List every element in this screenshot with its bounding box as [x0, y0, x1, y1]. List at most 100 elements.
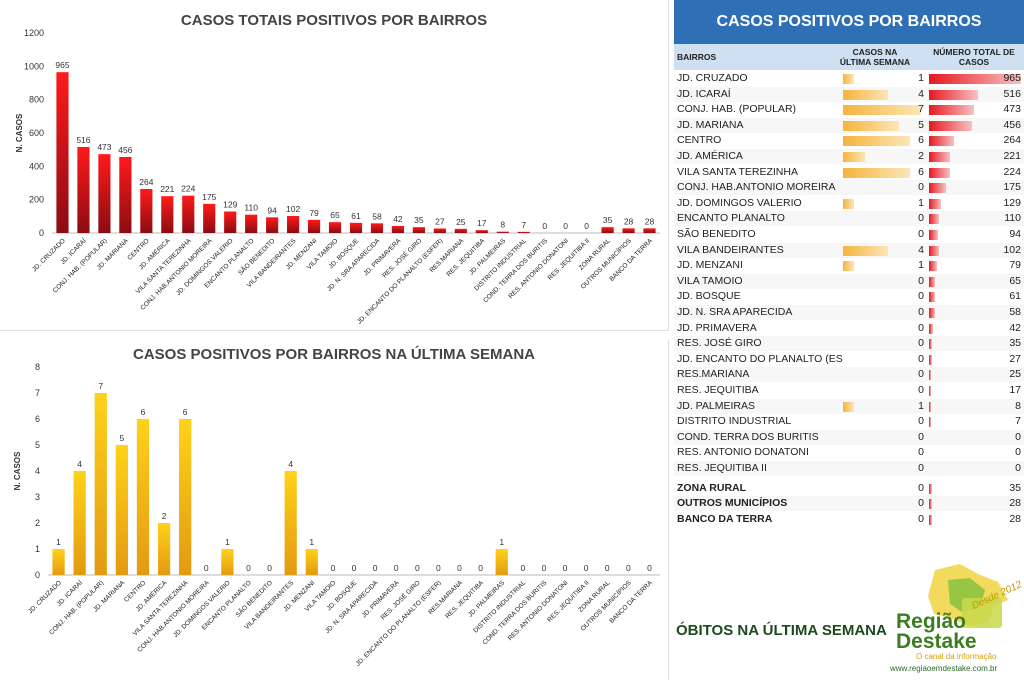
week-value: 0: [918, 337, 924, 350]
y-tick-label: 2: [35, 518, 40, 528]
total-bar: [929, 499, 932, 510]
y-tick-label: 3: [35, 492, 40, 502]
total-bar: [929, 245, 939, 256]
week-bar: [843, 136, 910, 147]
total-bar: [929, 136, 955, 147]
week-value: 0: [918, 306, 924, 318]
week-value: 1: [918, 196, 924, 209]
table-row: VILA TAMOIO 0 65: [674, 273, 1024, 289]
table-row: RES. JEQUITIBA 0 17: [674, 383, 1024, 398]
bar: [496, 231, 509, 233]
col-header-bairros: BAIRROS: [677, 52, 717, 62]
bar: [136, 419, 150, 575]
table-row: JD. PRIMAVERA 0 42: [674, 321, 1024, 336]
row-name: JD. MARIANA: [677, 118, 744, 131]
bar: [119, 157, 132, 233]
total-bar: [929, 167, 951, 178]
week-value: 0: [918, 321, 924, 334]
data-label: 1: [56, 537, 61, 547]
row-name: VILA TAMOIO: [677, 274, 743, 287]
row-name: JD. DOMINGOS VALERIO: [677, 196, 802, 209]
row-name: RES. JOSÉ GIRO: [677, 337, 762, 350]
bar: [224, 211, 237, 233]
total-value: 264: [1003, 134, 1021, 147]
data-label: 17: [477, 218, 487, 228]
week-bar: [843, 74, 855, 84]
data-label: 0: [584, 221, 589, 231]
week-value: 2: [918, 150, 924, 162]
data-label: 221: [160, 184, 174, 194]
row-name: RES. JEQUITIBA: [677, 384, 759, 396]
total-value: 42: [1009, 321, 1021, 334]
y-tick-label: 0: [35, 570, 40, 580]
data-label: 1: [225, 537, 230, 547]
row-name: CENTRO: [677, 134, 722, 147]
x-tick-label: SÃO BENEDITO: [236, 236, 277, 277]
week-value: 6: [918, 134, 924, 147]
total-value: 965: [1003, 72, 1021, 84]
row-name: SÃO BENEDITO: [677, 228, 756, 240]
week-value: 4: [918, 243, 924, 256]
total-bar: [929, 105, 975, 116]
data-label: 129: [223, 200, 237, 210]
row-name: JD. N. SRA APARECIDA: [677, 306, 793, 318]
data-label: 473: [97, 142, 111, 152]
row-name: BANCO DA TERRA: [677, 512, 773, 525]
week-value: 0: [918, 497, 924, 510]
total-value: 28: [1009, 497, 1021, 510]
total-bar: [929, 323, 933, 334]
data-label: 0: [457, 563, 462, 573]
bar: [161, 196, 174, 233]
bar: [284, 471, 297, 575]
row-name: ENCANTO PLANALTO: [677, 212, 785, 225]
bar: [245, 214, 258, 233]
row-name: DISTRITO INDUSTRIAL: [677, 415, 792, 428]
data-label: 102: [286, 204, 300, 214]
y-tick-label: 4: [35, 466, 40, 476]
data-label: 516: [76, 135, 90, 145]
week-value: 6: [918, 165, 924, 178]
week-bar: [843, 105, 921, 116]
total-value: 224: [1003, 165, 1021, 178]
total-value: 7: [1015, 415, 1021, 428]
data-label: 224: [181, 184, 195, 194]
row-name: OUTROS MUNICÍPIOS: [677, 497, 788, 510]
bar: [77, 147, 90, 233]
logo-url: www.regiaoemdestake.com.br: [890, 664, 998, 673]
data-label: 35: [414, 215, 424, 225]
table-row: RES. ANTONIO DONATONI 0 0: [674, 445, 1024, 460]
row-name: JD. MENZANI: [677, 259, 743, 272]
data-label: 0: [626, 563, 631, 573]
y-tick-label: 6: [35, 414, 40, 424]
data-label: 0: [204, 563, 209, 573]
week-value: 0: [918, 368, 924, 381]
total-value: 8: [1015, 399, 1021, 412]
data-label: 0: [605, 563, 610, 573]
data-label: 42: [393, 214, 403, 224]
table-row: ENCANTO PLANALTO 0 110: [674, 211, 1024, 227]
total-bar: [929, 339, 933, 350]
x-tick-label: SÃO BENEDITO: [233, 578, 274, 619]
data-label: 175: [202, 192, 216, 202]
data-label: 0: [373, 563, 378, 573]
total-value: 27: [1009, 352, 1021, 365]
x-tick-label: RES. JEQUITIBA: [445, 237, 486, 278]
total-bar: [929, 74, 1021, 84]
table-row: OUTROS MUNICÍPIOS 0 28: [674, 496, 1024, 512]
bar: [94, 393, 107, 575]
row-name: RES. JEQUITIBA II: [677, 462, 767, 474]
bar: [52, 549, 65, 575]
table-row: VILA SANTA TEREZINHA 6 224: [674, 165, 1024, 180]
total-bar: [929, 261, 937, 272]
row-name: CONJ. HAB. (POPULAR): [677, 103, 797, 116]
row-name: ZONA RURAL: [677, 481, 747, 494]
data-label: 0: [246, 563, 251, 573]
total-value: 175: [1003, 181, 1021, 194]
total-value: 0: [1015, 462, 1021, 474]
y-tick-label: 7: [35, 388, 40, 398]
total-value: 65: [1009, 274, 1021, 287]
total-bar: [929, 483, 933, 494]
cases-table: CASOS POSITIVOS POR BAIRROS BAIRROS CASO…: [674, 0, 1024, 525]
